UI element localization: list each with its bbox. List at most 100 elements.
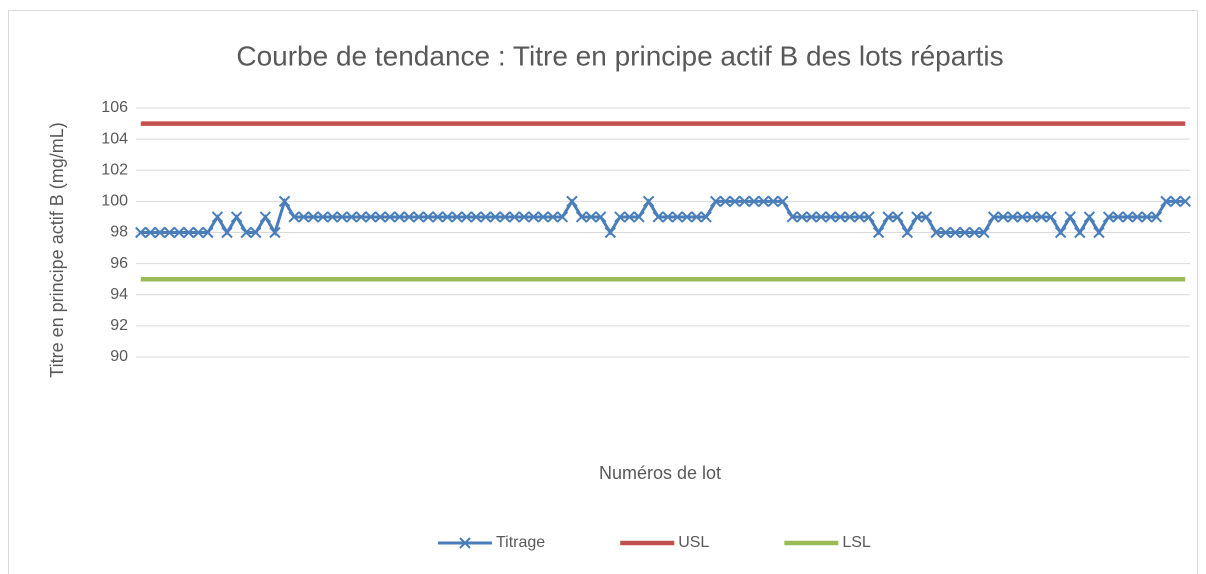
point xyxy=(796,211,808,223)
marker-x xyxy=(595,211,607,223)
point xyxy=(595,211,607,223)
marker-x xyxy=(508,211,521,223)
marker-x xyxy=(633,211,645,223)
point xyxy=(135,226,147,239)
marker-x xyxy=(182,226,195,239)
marker-x xyxy=(518,211,530,223)
point xyxy=(690,211,703,223)
marker-x xyxy=(585,211,597,223)
marker-x xyxy=(748,195,760,208)
chart-frame xyxy=(8,10,1198,574)
point xyxy=(230,211,243,223)
point xyxy=(1122,211,1134,223)
marker-x xyxy=(834,211,846,223)
marker-x xyxy=(930,226,942,239)
marker-x xyxy=(499,211,511,223)
marker-x xyxy=(278,195,291,208)
point xyxy=(652,211,664,223)
marker-x xyxy=(1122,211,1134,223)
marker-x xyxy=(1112,211,1124,223)
point xyxy=(901,226,914,239)
point xyxy=(777,195,789,208)
point xyxy=(269,226,281,239)
y-tick-label: 102 xyxy=(101,161,128,178)
marker-x xyxy=(537,211,549,223)
point xyxy=(882,211,894,223)
marker-x xyxy=(1054,226,1067,239)
marker-x xyxy=(173,226,185,239)
marker-x xyxy=(911,211,923,223)
point xyxy=(384,211,396,223)
y-tick-label: 106 xyxy=(101,99,128,116)
marker-x xyxy=(1064,211,1076,223)
marker-x xyxy=(815,211,827,223)
legend-label: Titrage xyxy=(496,534,545,551)
marker-x xyxy=(374,211,387,223)
marker-x xyxy=(642,195,655,208)
marker-x xyxy=(978,226,990,239)
point xyxy=(1093,226,1105,239)
point xyxy=(939,226,952,239)
marker-x xyxy=(920,211,933,223)
point xyxy=(575,211,588,223)
point xyxy=(499,211,511,223)
marker-x xyxy=(987,211,1000,223)
marker-x xyxy=(384,211,396,223)
marker-x xyxy=(901,226,914,239)
point xyxy=(824,211,837,223)
series-line xyxy=(140,197,1186,237)
point xyxy=(949,226,961,239)
point xyxy=(441,211,454,223)
point xyxy=(709,195,722,208)
marker-x xyxy=(412,211,425,223)
marker-x xyxy=(729,195,741,208)
marker-x xyxy=(1083,211,1096,223)
point xyxy=(1179,195,1191,208)
point xyxy=(412,211,425,223)
point xyxy=(221,226,233,239)
point xyxy=(422,211,434,223)
point xyxy=(345,211,358,223)
point xyxy=(1064,211,1076,223)
marker-x xyxy=(355,211,367,223)
marker-x xyxy=(240,226,252,239)
point xyxy=(729,195,741,208)
marker-x xyxy=(432,211,444,223)
point xyxy=(1026,211,1038,223)
marker-x xyxy=(604,226,617,239)
marker-x xyxy=(422,211,434,223)
marker-x xyxy=(460,211,473,223)
marker-x xyxy=(892,211,904,223)
y-axis-title: Titre en principe actif B (mg/mL) xyxy=(47,122,67,377)
marker-x xyxy=(326,211,339,223)
point xyxy=(623,211,636,223)
marker-x xyxy=(451,211,463,223)
point xyxy=(978,226,990,239)
marker-x xyxy=(786,211,799,223)
marker-x xyxy=(939,226,952,239)
point xyxy=(1150,211,1163,223)
marker-x xyxy=(1102,211,1115,223)
marker-x xyxy=(671,211,684,223)
point xyxy=(1160,195,1172,208)
point xyxy=(738,195,751,208)
point xyxy=(1045,211,1057,223)
marker-x xyxy=(719,195,731,208)
point xyxy=(202,226,214,239)
point xyxy=(1169,195,1182,208)
y-tick-label: 92 xyxy=(110,317,128,334)
marker-x xyxy=(230,211,243,223)
x-axis-title: Numéros de lot xyxy=(599,463,721,483)
marker-x xyxy=(403,211,415,223)
point xyxy=(681,211,693,223)
marker-x xyxy=(336,211,348,223)
marker-x xyxy=(1016,211,1029,223)
marker-x xyxy=(997,211,1009,223)
point xyxy=(968,226,981,239)
point xyxy=(805,211,818,223)
point xyxy=(642,195,655,208)
point xyxy=(662,211,674,223)
marker-x xyxy=(154,226,166,239)
marker-x xyxy=(307,211,319,223)
